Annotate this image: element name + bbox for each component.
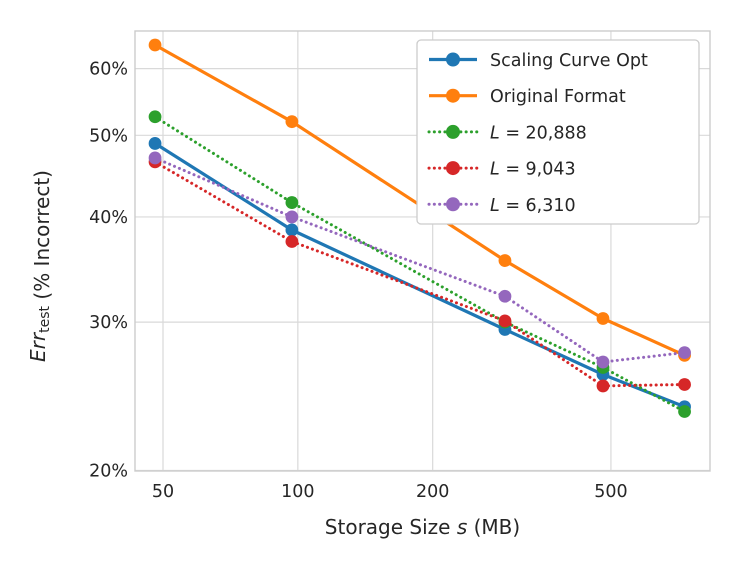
legend-label: L = 6,310	[490, 196, 576, 216]
series-L-20888-marker	[285, 196, 299, 209]
legend-swatch-marker	[446, 124, 460, 139]
legend-swatch-marker	[446, 52, 460, 67]
series-L-6310-marker	[596, 355, 610, 369]
series-L-20888-marker	[678, 405, 691, 418]
y-tick-label: 60%	[89, 60, 128, 80]
y-tick-label: 20%	[89, 461, 128, 481]
series-L-9043-marker	[596, 379, 610, 393]
series-L-6310-marker	[678, 346, 691, 360]
series-scaling-curve-opt-marker	[285, 223, 299, 237]
y-tick-label: 30%	[89, 313, 128, 333]
series-L-6310-marker	[285, 210, 299, 224]
legend-label: L = 20,888	[490, 123, 587, 143]
series-original-format-marker	[498, 254, 512, 267]
legend-entry: Scaling Curve Opt	[429, 51, 648, 71]
legend-swatch-marker	[446, 197, 460, 212]
series-L-9043-marker	[285, 235, 299, 248]
x-tick-label: 500	[594, 482, 627, 502]
series-scaling-curve-opt-marker	[148, 137, 162, 150]
series-L-20888-line	[153, 115, 687, 413]
series-L-9043-marker	[498, 314, 512, 328]
legend-label: Scaling Curve Opt	[490, 51, 648, 71]
series-L-20888-marker	[148, 110, 162, 124]
legend-entry: Original Format	[429, 87, 626, 107]
legend-swatch-marker	[446, 161, 460, 176]
x-axis-label: Storage Size s (MB)	[325, 515, 520, 539]
series-original-format-marker	[285, 115, 299, 129]
series-L-9043-marker	[678, 378, 691, 391]
legend-entry: L = 6,310	[427, 196, 576, 216]
plot-area-border	[134, 30, 711, 472]
legend-box	[416, 39, 700, 225]
x-tick-label: 100	[281, 482, 314, 502]
y-tick-label: 50%	[89, 126, 128, 146]
legend-label: Original Format	[490, 87, 626, 107]
series-L-6310-marker	[498, 289, 512, 303]
y-tick-label: 40%	[89, 208, 128, 228]
legend-entry: L = 9,043	[427, 160, 576, 180]
x-tick-label: 200	[416, 482, 449, 502]
y-axis-label: Errtest (% Incorrect)	[26, 170, 54, 362]
x-tick-label: 50	[152, 482, 174, 502]
series-L-6310-marker	[148, 151, 162, 165]
legend: Scaling Curve Opt Original Format L = 20,8…	[416, 39, 700, 225]
series-original-format-marker	[148, 38, 162, 52]
series-original-format-marker	[596, 312, 610, 325]
legend-entry: L = 20,888	[427, 123, 587, 143]
y-axis-label-group: Errtest (% Incorrect)	[26, 170, 54, 362]
legend-label: L = 9,043	[490, 160, 576, 180]
legend-swatch-marker	[446, 88, 460, 103]
